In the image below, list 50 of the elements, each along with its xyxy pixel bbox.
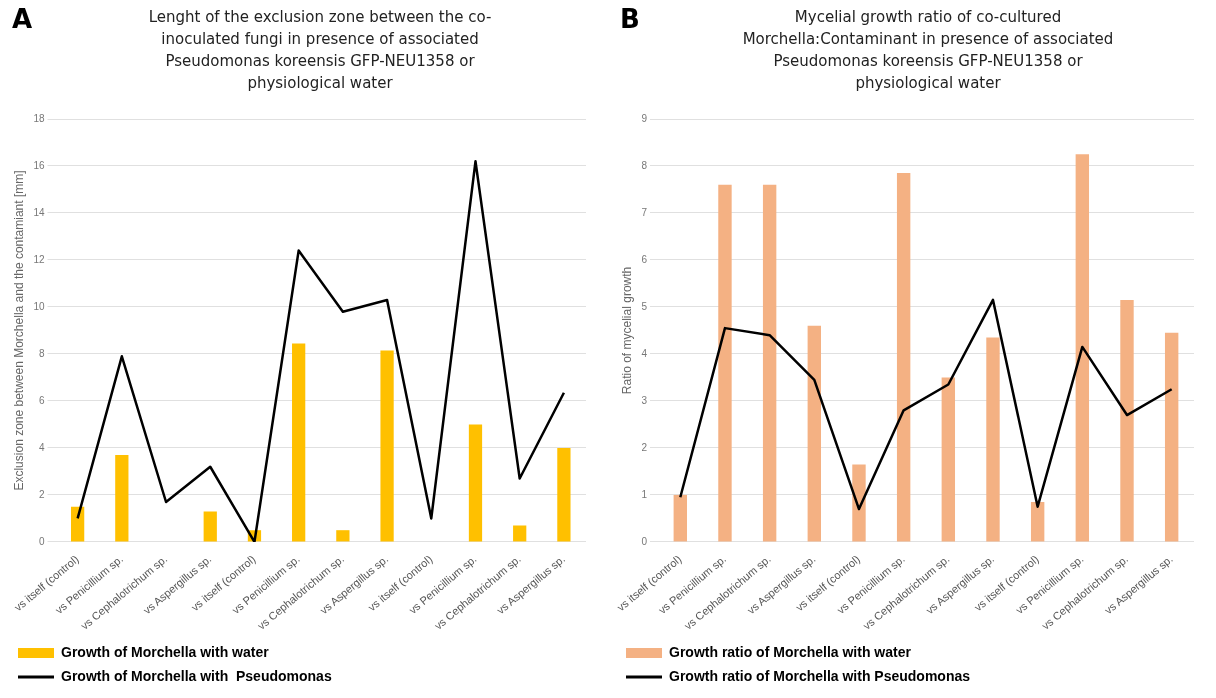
chart-title: Lenght of the exclusion zone between the co-inoculated fungi in presence of associated Pseudomonas koreensis GFP-NEU1358 or physiological water (147, 7, 493, 94)
y-tick-label: 3 (641, 394, 648, 406)
bar (203, 511, 217, 542)
bar (762, 184, 777, 542)
y-axis-title: Exclusion zone between Morchella and the contamiant [mm] (11, 170, 26, 491)
y-tick-label: 8 (38, 347, 45, 359)
y-tick-label: 0 (38, 535, 45, 547)
y-tick-label: 2 (641, 441, 648, 453)
bar (718, 184, 732, 542)
bar (1164, 332, 1179, 542)
bar (852, 464, 866, 542)
y-axis-title: Ratio of mycelial growth (619, 266, 634, 395)
bar (896, 173, 911, 542)
y-tick-label: 6 (38, 394, 45, 406)
y-tick-label: 1 (641, 488, 648, 500)
y-tick-label: 18 (33, 112, 45, 124)
bar (115, 455, 129, 542)
bar (807, 325, 822, 542)
bar (513, 525, 527, 542)
bar (1120, 299, 1134, 542)
legend-label: Growth ratio of Morchella with Pseudomonas (669, 667, 971, 684)
y-tick-label: 4 (641, 347, 648, 359)
y-tick-label: 2 (38, 488, 45, 500)
bar (1030, 501, 1045, 542)
bar (941, 377, 956, 542)
legend-label: Growth of Morchella with water (61, 643, 270, 660)
text: A (12, 4, 33, 34)
bar (557, 447, 571, 542)
bar (336, 530, 350, 542)
legend-label: Growth ratio of Morchella with water (669, 643, 912, 660)
bar (1075, 154, 1090, 542)
y-tick-label: 0 (641, 535, 648, 547)
bar (468, 424, 483, 542)
legend-label: Growth of Morchella with Pseudomonas (61, 667, 332, 684)
y-tick-label: 16 (33, 159, 45, 171)
y-tick-label: 5 (641, 300, 648, 312)
y-tick-label: 6 (641, 253, 648, 265)
bar (380, 350, 394, 542)
bar (673, 494, 687, 542)
bar (292, 343, 306, 542)
text: B (620, 4, 640, 34)
y-tick-label: 8 (641, 159, 648, 171)
y-tick-label: 14 (33, 206, 45, 218)
bar (986, 337, 1000, 542)
y-tick-label: 9 (641, 112, 648, 124)
chart-title: Mycelial growth ratio of co-cultured Morchella:Contaminant in presence of associated Pseudomonas koreensis GFP-NEU1358 or physiological water (741, 7, 1115, 94)
y-tick-label: 10 (33, 300, 45, 312)
y-tick-label: 4 (38, 441, 45, 453)
y-tick-label: 12 (33, 253, 45, 265)
y-tick-label: 7 (641, 206, 648, 218)
